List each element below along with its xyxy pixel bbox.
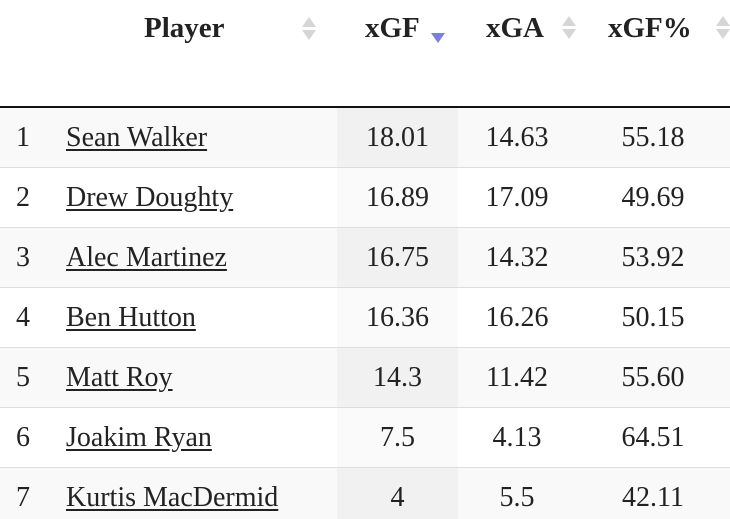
header-rank <box>0 0 58 108</box>
table-header: Player xGF xGA xGF% <box>0 0 730 108</box>
table-row: 6 Joakim Ryan 7.5 4.13 64.51 <box>0 407 730 468</box>
header-player-label: Player <box>144 12 225 44</box>
header-xga-label: xGA <box>486 12 544 44</box>
player-cell: Ben Hutton <box>58 287 337 348</box>
xgf-cell: 14.3 <box>337 347 458 408</box>
rank-cell: 6 <box>0 407 58 468</box>
xga-cell: 5.5 <box>458 467 576 519</box>
rank-cell: 5 <box>0 347 58 408</box>
table-row: 4 Ben Hutton 16.36 16.26 50.15 <box>0 287 730 348</box>
xgf-pct-cell: 49.69 <box>576 167 730 228</box>
rank-cell: 4 <box>0 287 58 348</box>
table-row: 3 Alec Martinez 16.75 14.32 53.92 <box>0 227 730 288</box>
xga-cell: 4.13 <box>458 407 576 468</box>
xga-cell: 14.63 <box>458 107 576 168</box>
rank-cell: 3 <box>0 227 58 288</box>
header-xgf-pct-label: xGF% <box>608 12 692 44</box>
sort-both-icon[interactable] <box>562 14 576 40</box>
player-link[interactable]: Drew Doughty <box>66 181 234 213</box>
player-link[interactable]: Sean Walker <box>66 121 208 153</box>
sort-both-icon[interactable] <box>716 14 730 40</box>
header-xgf-pct[interactable]: xGF% <box>576 0 730 108</box>
player-cell: Alec Martinez <box>58 227 337 288</box>
sort-descending-icon[interactable] <box>431 14 445 43</box>
xgf-cell: 16.89 <box>337 167 458 228</box>
player-cell: Sean Walker <box>58 107 337 168</box>
xga-cell: 14.32 <box>458 227 576 288</box>
xgf-pct-cell: 53.92 <box>576 227 730 288</box>
table-row: 1 Sean Walker 18.01 14.63 55.18 <box>0 107 730 168</box>
xgf-cell: 16.75 <box>337 227 458 288</box>
xga-cell: 17.09 <box>458 167 576 228</box>
player-link[interactable]: Matt Roy <box>66 361 173 393</box>
rank-cell: 1 <box>0 107 58 168</box>
sort-both-icon[interactable] <box>302 15 316 41</box>
xga-cell: 16.26 <box>458 287 576 348</box>
xgf-cell: 18.01 <box>337 107 458 168</box>
xgf-pct-cell: 55.60 <box>576 347 730 408</box>
player-link[interactable]: Joakim Ryan <box>66 421 212 453</box>
header-xgf[interactable]: xGF <box>337 0 458 108</box>
table-row: 7 Kurtis MacDermid 4 5.5 42.11 <box>0 467 730 519</box>
player-link[interactable]: Alec Martinez <box>66 241 227 273</box>
player-link[interactable]: Kurtis MacDermid <box>66 481 279 513</box>
xgf-pct-cell: 42.11 <box>576 467 730 519</box>
player-cell: Joakim Ryan <box>58 407 337 468</box>
xgf-cell: 16.36 <box>337 287 458 348</box>
rank-cell: 2 <box>0 167 58 228</box>
header-player[interactable]: Player <box>58 0 337 108</box>
xgf-cell: 4 <box>337 467 458 519</box>
table-row: 2 Drew Doughty 16.89 17.09 49.69 <box>0 167 730 228</box>
header-xga[interactable]: xGA <box>458 0 576 108</box>
player-cell: Drew Doughty <box>58 167 337 228</box>
player-cell: Kurtis MacDermid <box>58 467 337 519</box>
xgf-pct-cell: 55.18 <box>576 107 730 168</box>
player-link[interactable]: Ben Hutton <box>66 301 196 333</box>
header-row: Player xGF xGA xGF% <box>0 0 730 108</box>
table-body: 1 Sean Walker 18.01 14.63 55.18 2 Drew D… <box>0 107 730 519</box>
player-cell: Matt Roy <box>58 347 337 408</box>
xgf-pct-cell: 64.51 <box>576 407 730 468</box>
xgf-cell: 7.5 <box>337 407 458 468</box>
rank-cell: 7 <box>0 467 58 519</box>
xga-cell: 11.42 <box>458 347 576 408</box>
header-xgf-label: xGF <box>365 12 420 44</box>
table-row: 5 Matt Roy 14.3 11.42 55.60 <box>0 347 730 408</box>
xgf-pct-cell: 50.15 <box>576 287 730 348</box>
